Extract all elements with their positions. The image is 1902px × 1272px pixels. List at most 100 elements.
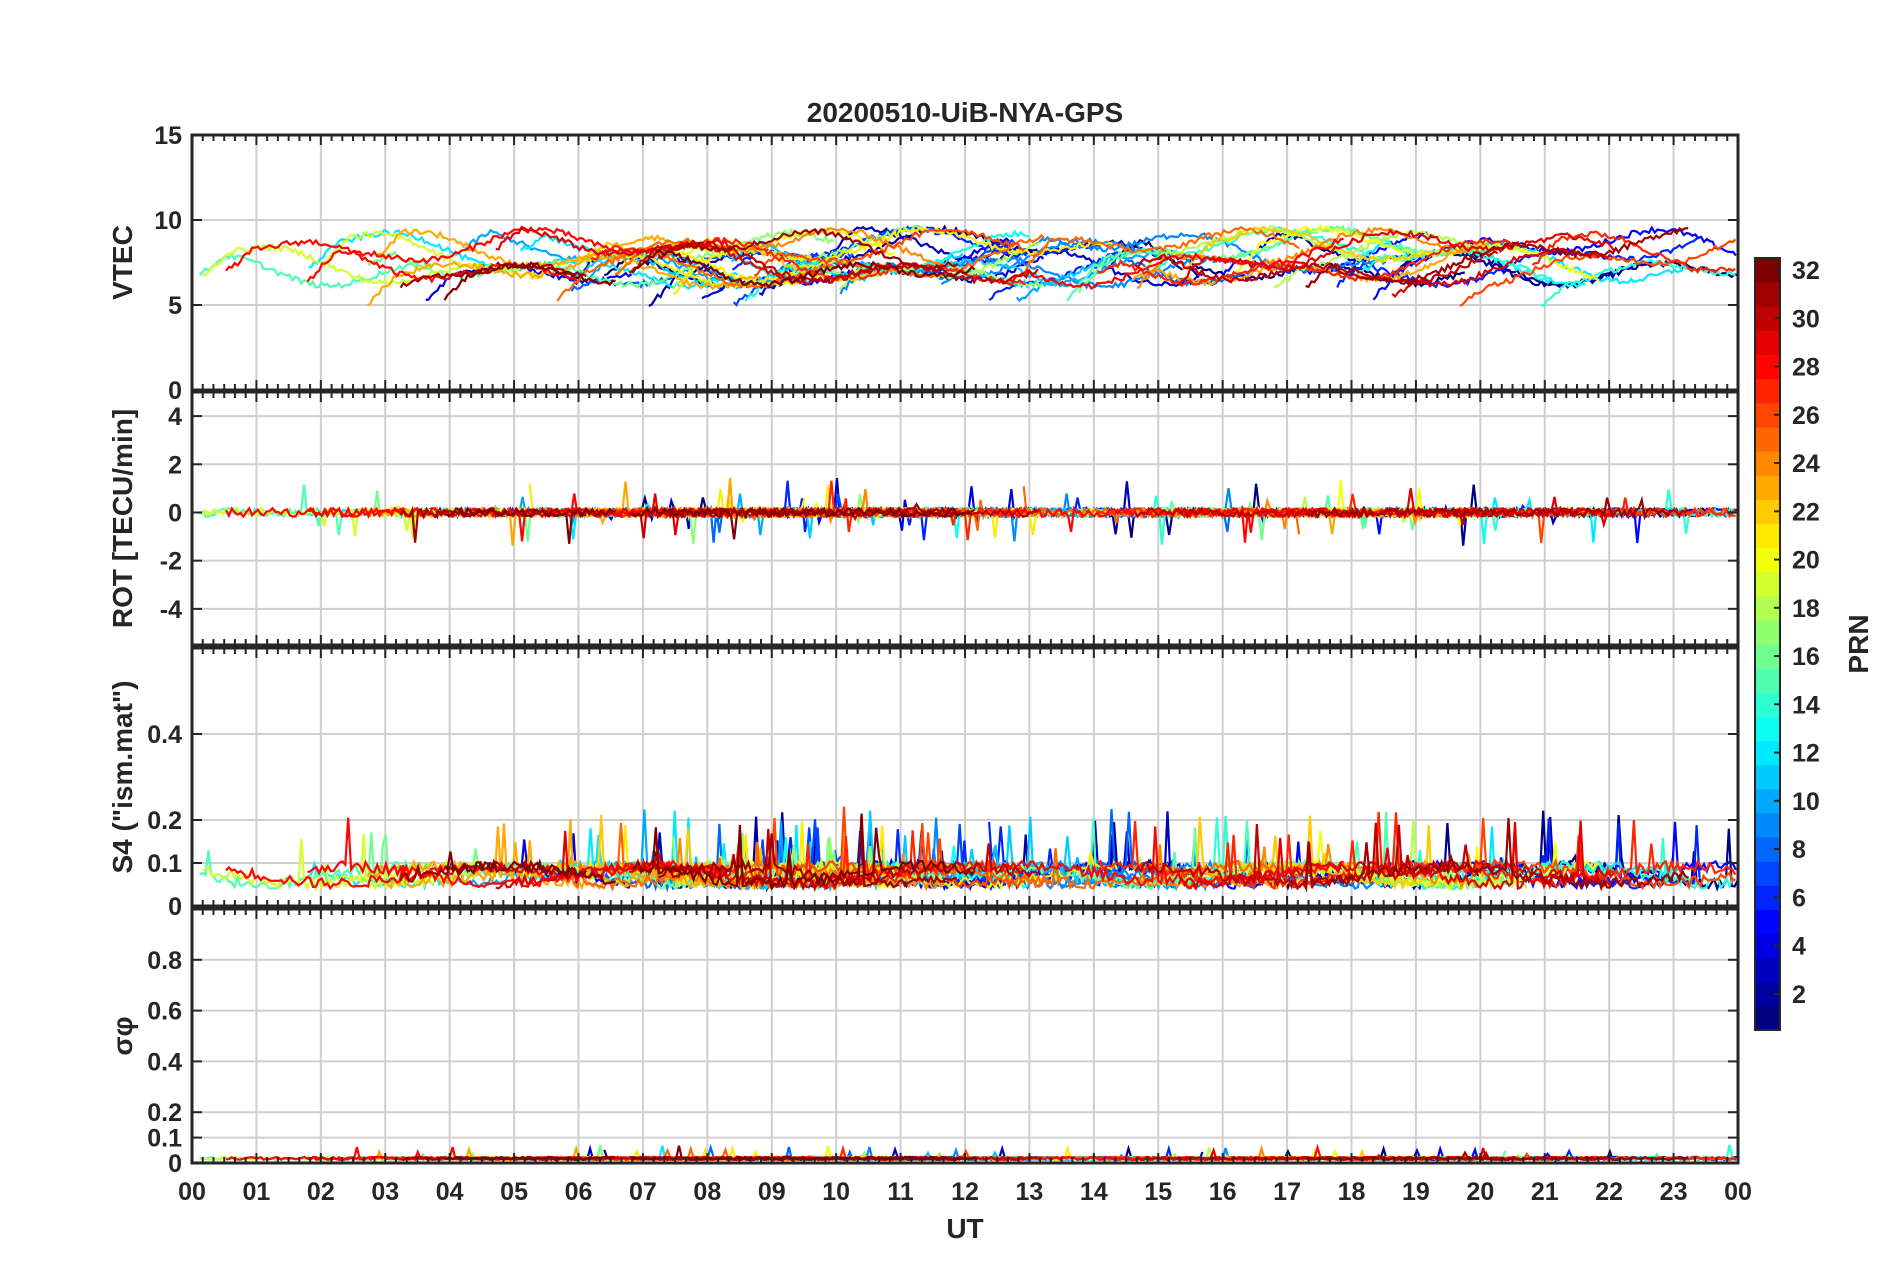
colorbar-segment: [1755, 330, 1780, 356]
trace-prn-29: [1391, 247, 1611, 299]
x-tick-label: 22: [1595, 1178, 1623, 1206]
x-tick-label: 00: [178, 1178, 206, 1206]
x-tick-label: 19: [1402, 1178, 1430, 1206]
x-tick-label: 20: [1466, 1178, 1494, 1206]
y-tick-label: 0.6: [147, 998, 182, 1026]
chart-title: 20200510-UiB-NYA-GPS: [807, 97, 1123, 128]
colorbar-tick-label: 16: [1792, 643, 1820, 671]
trace-prn-27: [1531, 230, 1736, 274]
x-tick-labels: 00 01 02 03 04 05 06 07 08 09 10 11 12 13 14 15 16 17 18 19…: [178, 1178, 1752, 1206]
y-tick-label: 0: [168, 377, 182, 405]
y-axis-label: VTEC: [107, 225, 138, 300]
y-tick-label: 0.1: [147, 1125, 182, 1153]
trace-prn-17: [639, 227, 835, 261]
trace-prn-14: [1540, 837, 1736, 890]
colorbar-tick-label: 22: [1792, 498, 1820, 526]
trace-prn-32: [632, 813, 976, 891]
x-ticks: [191, 392, 1738, 645]
trace-prn-22: [1181, 225, 1433, 271]
trace-prn-31: [1304, 817, 1689, 892]
trace-prn-29: [1177, 228, 1615, 286]
colorbar-segment: [1755, 909, 1780, 935]
y-tick-label: 5: [168, 292, 182, 320]
colorbar-frame: [1754, 257, 1781, 1031]
trace-prn-31: [1305, 227, 1689, 289]
trace-prn-32: [631, 506, 976, 540]
trace-prn-30: [629, 828, 1039, 893]
trace-prn-28: [1000, 237, 1344, 290]
colorbar-tick-label: 26: [1792, 402, 1820, 430]
panel-2: -4 -2 0 2 4 ROT [TECU/min]: [107, 390, 1740, 647]
x-tick-label: 12: [951, 1178, 979, 1206]
x-tick-label: 14: [1080, 1178, 1108, 1206]
y-tick-label: 0: [168, 1150, 182, 1178]
y-tick-label: 0.1: [147, 850, 182, 878]
colorbar-tick-label: 10: [1792, 788, 1820, 816]
colorbar-tick-label: 20: [1792, 547, 1820, 575]
colorbar-tick-label: 28: [1792, 354, 1820, 382]
colorbar-segment: [1755, 764, 1780, 790]
x-tick-label: 08: [693, 1178, 721, 1206]
trace-prn-28: [225, 860, 578, 891]
trace-prn-6: [1336, 235, 1701, 289]
trace-prn-27: [1096, 236, 1519, 288]
colorbar-segment: [1755, 668, 1780, 693]
x-tick-label: 23: [1660, 1178, 1688, 1206]
x-ticks: [191, 648, 1738, 907]
colorbar-segment: [1755, 426, 1780, 452]
x-tick-label: 17: [1273, 1178, 1301, 1206]
x-tick-label: 16: [1209, 1178, 1237, 1206]
y-tick-label: 0.4: [147, 1048, 182, 1076]
trace-prn-32: [444, 1155, 616, 1162]
trace-prn-21: [529, 251, 858, 289]
x-tick-label: 04: [436, 1178, 464, 1206]
colorbar-segment: [1755, 475, 1780, 500]
trace-prn-32: [443, 851, 616, 885]
x-tick-label: 05: [500, 1178, 528, 1206]
trace-prn-31: [399, 505, 587, 543]
x-tick-label: 00: [1724, 1178, 1752, 1206]
x-tick-label: 11: [887, 1178, 914, 1206]
x-tick-label: 07: [629, 1178, 657, 1206]
colorbar-segment: [1755, 1005, 1780, 1031]
y-axis-label: ROT [TECU/min]: [107, 409, 138, 628]
colorbar-segment: [1755, 378, 1780, 404]
colorbar-tick-label: 2: [1792, 981, 1806, 1009]
x-tick-label: 15: [1144, 1178, 1172, 1206]
colorbar-segment: [1755, 571, 1780, 597]
colorbar-segment: [1755, 523, 1780, 549]
colorbar-tick-label: 24: [1792, 450, 1820, 478]
x-tick-label: 06: [565, 1178, 593, 1206]
y-tick-label: 2: [168, 451, 182, 479]
colorbar-segment: [1755, 716, 1780, 742]
series-traces: [198, 478, 1738, 546]
series-traces: [198, 224, 1738, 308]
trace-prn-27: [590, 830, 1026, 891]
colorbar-label: PRN: [1843, 614, 1874, 673]
x-tick-label: 18: [1338, 1178, 1366, 1206]
colorbar-tick-label: 32: [1792, 257, 1820, 285]
trace-prn-30: [1134, 250, 1499, 287]
panel-3: 0 0.1 0.2 0.4 S4 ("ism.mat"): [107, 646, 1740, 921]
x-tick-label: 03: [371, 1178, 399, 1206]
colorbar-tick-label: 14: [1792, 691, 1820, 719]
trace-prn-25: [614, 233, 1046, 289]
x-tick-label: 09: [758, 1178, 786, 1206]
x-ticks: [191, 134, 1738, 391]
y-tick-label: 0: [168, 893, 182, 921]
x-tick-label: 13: [1016, 1178, 1044, 1206]
trace-prn-11: [731, 240, 1127, 289]
trace-prn-32: [443, 261, 616, 301]
y-axis-label: σφ: [107, 1016, 138, 1055]
trace-prn-14: [1149, 226, 1551, 280]
trace-prn-25: [1022, 225, 1300, 275]
colorbar-tick-label: 6: [1792, 884, 1806, 912]
colorbar-segment: [1755, 861, 1780, 886]
colorbar-segment: [1755, 812, 1780, 838]
colorbar-tick-label: 18: [1792, 595, 1820, 623]
y-tick-label: 0.2: [147, 1099, 182, 1127]
colorbar-segment: [1755, 282, 1780, 307]
y-tick-label: 4: [168, 403, 182, 431]
